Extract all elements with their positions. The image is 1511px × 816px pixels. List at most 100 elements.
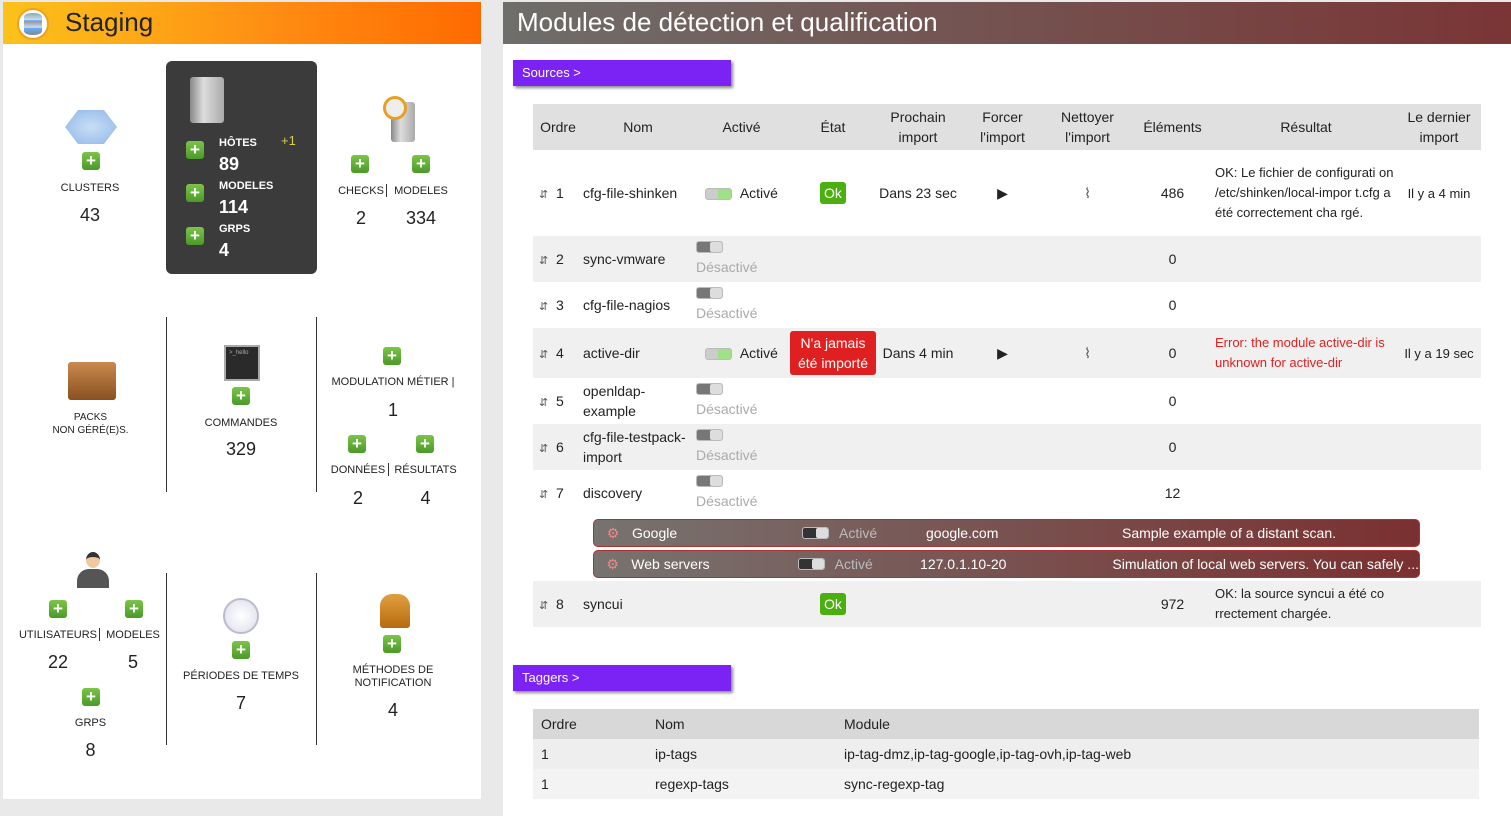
enable-toggle[interactable] <box>696 287 723 300</box>
col-header[interactable]: Forcer l'import <box>960 104 1045 150</box>
checks-count[interactable]: 2 <box>355 208 366 228</box>
col-header[interactable]: État <box>790 104 876 150</box>
discovery-rule[interactable]: ⚙ Google Activé google.com Sample exampl… <box>593 519 1420 547</box>
modulation-count[interactable]: 1 <box>387 400 398 420</box>
add-host-model-button[interactable]: + <box>186 184 204 202</box>
source-name[interactable]: sync-vmware <box>583 236 693 282</box>
col-header[interactable]: Prochain import <box>876 104 960 150</box>
enable-toggle[interactable] <box>696 383 723 396</box>
source-row[interactable]: ⇵ 5 openldap-example Désactivé 0 <box>533 378 1481 424</box>
package-icon <box>68 362 116 400</box>
clean-import-broom-icon[interactable]: ⌇ <box>1084 344 1091 361</box>
add-result-button[interactable]: + <box>416 435 434 453</box>
modules-title: Modules de détection et qualification <box>503 2 1511 44</box>
add-host-group-button[interactable]: + <box>186 227 204 245</box>
users-count[interactable]: 22 <box>47 652 69 672</box>
rule-toggle[interactable] <box>802 527 829 539</box>
add-command-button[interactable]: + <box>232 387 250 405</box>
col-nom[interactable]: Nom <box>647 709 836 739</box>
enable-toggle[interactable] <box>705 348 733 361</box>
drag-handle-icon[interactable]: ⇵ <box>539 255 549 267</box>
packs-unmanaged-label[interactable]: NON GÉRÉ(E)S. <box>52 425 129 436</box>
add-cluster-button[interactable]: + <box>82 152 100 170</box>
hosts-card: + HÔTES +1 89 + MODELES 114 + GRPS 4 <box>166 61 317 274</box>
discovery-rule[interactable]: ⚙ Web servers Activé 127.0.1.10-20 Simul… <box>593 550 1420 578</box>
source-name[interactable]: cfg-file-nagios <box>583 297 671 313</box>
last-import: Il y a 19 sec <box>1397 328 1481 378</box>
add-data-button[interactable]: + <box>348 435 366 453</box>
source-row[interactable]: ⇵ 8 syncui Ok 972 OK: la source syncui a… <box>533 581 1481 627</box>
host-models-count[interactable]: 114 <box>219 197 249 217</box>
clusters-count[interactable]: 43 <box>79 205 101 225</box>
force-import-play-icon[interactable]: ▶ <box>997 184 1008 201</box>
add-host-button[interactable]: + <box>186 141 204 159</box>
taggers-button[interactable]: Taggers > <box>513 665 731 691</box>
enable-toggle[interactable] <box>696 241 723 254</box>
drag-handle-icon[interactable]: ⇵ <box>539 301 549 313</box>
check-models-label: MODELES <box>394 185 448 197</box>
add-check-model-button[interactable]: + <box>412 155 430 173</box>
tagger-name: ip-tags <box>647 739 836 769</box>
commands-count[interactable]: 329 <box>225 439 257 459</box>
source-name[interactable]: syncui <box>583 581 693 627</box>
source-name[interactable]: openldap-example <box>583 383 646 419</box>
enable-toggle[interactable] <box>696 475 723 488</box>
results-count[interactable]: 4 <box>420 488 431 508</box>
add-check-button[interactable]: + <box>351 155 369 173</box>
enable-toggle[interactable] <box>705 188 733 201</box>
col-header[interactable]: Nettoyer l'import <box>1045 104 1130 150</box>
modules-panel: Modules de détection et qualification So… <box>503 2 1511 816</box>
host-groups-count[interactable]: 4 <box>219 240 230 260</box>
next-import: Dans 4 min <box>876 328 960 378</box>
col-ordre[interactable]: Ordre <box>533 709 647 739</box>
enable-toggle[interactable] <box>696 429 723 442</box>
col-header[interactable]: Nom <box>583 104 693 150</box>
sources-button[interactable]: Sources > <box>513 60 731 86</box>
drag-handle-icon[interactable]: ⇵ <box>539 489 549 501</box>
data-count[interactable]: 2 <box>352 488 363 508</box>
col-header[interactable]: Le dernier import <box>1397 104 1481 150</box>
next-import <box>876 470 960 516</box>
add-user-model-button[interactable]: + <box>125 600 143 618</box>
source-name[interactable]: cfg-file-shinken <box>583 185 678 201</box>
col-header[interactable]: Éléments <box>1130 104 1215 150</box>
tagger-row[interactable]: 1 regexp-tags sync-regexp-tag <box>533 769 1479 799</box>
add-notification-button[interactable]: + <box>383 635 401 653</box>
add-timeperiod-button[interactable]: + <box>232 641 250 659</box>
source-row[interactable]: ⇵ 2 sync-vmware Désactivé 0 <box>533 236 1481 282</box>
drag-handle-icon[interactable]: ⇵ <box>539 349 549 361</box>
source-name[interactable]: cfg-file-testpack-import <box>583 424 693 470</box>
source-order: 6 <box>556 439 564 455</box>
source-name[interactable]: active-dir <box>583 328 693 378</box>
source-row[interactable]: ⇵ 1 cfg-file-shinken Activé Ok Dans 23 se… <box>533 150 1481 236</box>
check-models-count[interactable]: 334 <box>405 208 437 228</box>
source-row[interactable]: ⇵ 3 cfg-file-nagios Désactivé 0 <box>533 282 1481 328</box>
notifications-count[interactable]: 4 <box>387 700 398 720</box>
checks-magnifier-icon <box>383 96 417 142</box>
drag-handle-icon[interactable]: ⇵ <box>539 600 549 612</box>
source-row[interactable]: ⇵ 7 discovery Désactivé 12 <box>533 470 1481 516</box>
col-header[interactable]: Ordre <box>533 104 583 150</box>
clean-import-broom-icon[interactable]: ⌇ <box>1084 184 1091 201</box>
col-module[interactable]: Module <box>836 709 1479 739</box>
user-groups-count[interactable]: 8 <box>85 740 96 760</box>
source-row[interactable]: ⇵ 6 cfg-file-testpack-import Désactivé 0 <box>533 424 1481 470</box>
add-user-button[interactable]: + <box>49 600 67 618</box>
col-header[interactable]: Activé <box>693 104 790 150</box>
drag-handle-icon[interactable]: ⇵ <box>539 189 549 201</box>
timeperiods-count[interactable]: 7 <box>235 693 246 713</box>
user-models-count[interactable]: 5 <box>127 652 138 672</box>
add-modulation-button[interactable]: + <box>383 347 401 365</box>
col-header[interactable]: Résultat <box>1215 104 1397 150</box>
enabled-label: Activé <box>739 345 778 361</box>
drag-handle-icon[interactable]: ⇵ <box>539 397 549 409</box>
add-user-group-button[interactable]: + <box>82 688 100 706</box>
source-row[interactable]: ⇵ 4 active-dir Activé N'a jamais été impo… <box>533 328 1481 378</box>
elements-count: 0 <box>1168 393 1177 409</box>
hosts-count[interactable]: 89 <box>219 154 240 174</box>
source-name[interactable]: discovery <box>583 485 643 501</box>
force-import-play-icon[interactable]: ▶ <box>997 344 1008 361</box>
drag-handle-icon[interactable]: ⇵ <box>539 443 549 455</box>
rule-toggle[interactable] <box>798 558 825 570</box>
tagger-row[interactable]: 1 ip-tags ip-tag-dmz,ip-tag-google,ip-tag-… <box>533 739 1479 769</box>
